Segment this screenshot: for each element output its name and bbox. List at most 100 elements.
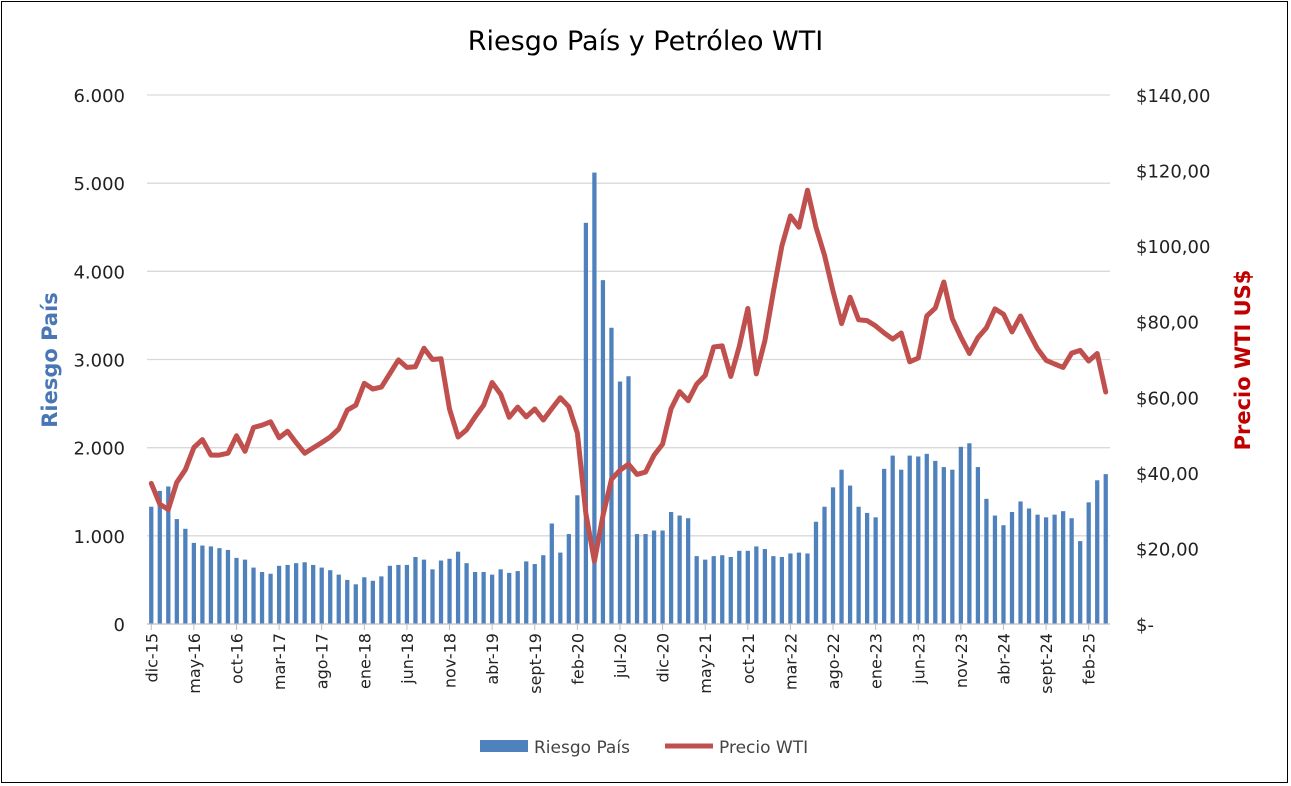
bar: [890, 455, 895, 624]
x-tick-label: mar-22: [781, 633, 800, 690]
x-tick-label: jun-18: [398, 633, 417, 685]
bar: [805, 553, 810, 624]
bar: [558, 552, 563, 624]
x-tick-label: sept-19: [526, 633, 545, 694]
y-tick-label-right: $80,00: [1136, 313, 1199, 334]
y-tick-label-left: 1.000: [73, 527, 125, 548]
bar: [694, 556, 699, 624]
bar: [822, 506, 827, 624]
bar: [745, 550, 750, 624]
y-axis-title-left: Riesgo País: [38, 292, 62, 428]
bar: [345, 579, 350, 624]
x-tick-label: may-21: [696, 633, 715, 694]
bar: [464, 563, 469, 624]
y-tick-label-left: 5.000: [73, 174, 125, 195]
x-tick-label: may-16: [185, 633, 204, 694]
bar: [856, 506, 861, 624]
bar: [975, 467, 981, 624]
bar: [183, 528, 188, 624]
bar: [583, 222, 589, 624]
y-tick-label-right: $60,00: [1136, 388, 1199, 409]
bar: [720, 555, 725, 624]
bar: [1001, 525, 1006, 624]
y-tick-label-left: 6.000: [73, 86, 125, 107]
bar: [302, 562, 307, 624]
bar: [328, 570, 333, 624]
bar: [788, 553, 793, 624]
bar: [933, 460, 938, 624]
bar: [1043, 517, 1049, 624]
bar: [950, 469, 955, 624]
y-tick-label-right: $120,00: [1136, 162, 1210, 183]
bar: [515, 571, 520, 624]
bar: [336, 574, 341, 624]
bar: [600, 280, 606, 624]
bar: [958, 446, 963, 624]
bar: [166, 486, 171, 624]
bar: [839, 469, 844, 624]
legend-label-riesgo-pais: Riesgo País: [534, 738, 630, 758]
bar: [592, 172, 597, 624]
bar: [668, 512, 674, 624]
bar: [208, 546, 214, 624]
x-tick-label: nov-18: [441, 633, 460, 688]
bar: [149, 506, 154, 624]
y-axis-title-right: Precio WTI US$: [1231, 270, 1255, 451]
bar: [217, 548, 222, 624]
y-tick-label-left: 4.000: [73, 262, 125, 283]
bar: [294, 563, 299, 624]
legend-swatch-riesgo-pais: [480, 740, 528, 752]
x-tick-label: dic-20: [654, 633, 673, 683]
bar: [796, 552, 802, 624]
legend-label-precio-wti: Precio WTI: [719, 738, 808, 758]
bar: [762, 549, 767, 624]
bar: [737, 550, 742, 624]
x-tick-label: sept-24: [1037, 633, 1056, 694]
bar: [882, 468, 887, 624]
bar: [1086, 502, 1091, 624]
y-tick-label-left: 0: [114, 615, 125, 636]
bar-series-riesgo-pais: [149, 172, 1108, 624]
bar: [924, 453, 929, 624]
bar: [847, 485, 853, 624]
bar: [387, 565, 393, 624]
bar: [490, 574, 495, 624]
legend: Riesgo País Precio WTI: [480, 738, 808, 758]
x-tick-label: mar-17: [270, 633, 289, 690]
bar: [251, 567, 256, 624]
bar: [362, 577, 367, 624]
bar: [421, 559, 427, 624]
bar: [191, 542, 197, 624]
bar: [779, 556, 785, 624]
y-tick-label-left: 2.000: [73, 439, 125, 460]
bar: [754, 546, 759, 624]
bar: [771, 556, 776, 624]
wti-price-line: [148, 187, 1109, 564]
bar: [992, 515, 998, 624]
bar: [703, 559, 708, 624]
bar: [200, 545, 205, 624]
x-tick-label: ene-18: [355, 633, 374, 689]
bar: [268, 573, 273, 624]
bar: [1060, 511, 1066, 624]
bar: [481, 571, 486, 624]
x-tick-label: nov-23: [952, 633, 971, 688]
x-tick-label: dic-15: [142, 633, 161, 683]
bar: [370, 580, 375, 624]
bar: [524, 561, 529, 624]
x-tick-label: ago-22: [824, 633, 843, 689]
bar: [916, 456, 921, 624]
bar: [967, 443, 972, 624]
bar: [549, 523, 554, 624]
bar: [899, 469, 904, 624]
chart-title: Riesgo País y Petróleo WTI: [467, 26, 824, 57]
bar: [379, 576, 384, 624]
bar: [677, 515, 682, 624]
bar: [907, 455, 912, 624]
bar: [984, 498, 989, 624]
bar: [634, 534, 640, 624]
bar: [1026, 508, 1032, 624]
bar: [873, 517, 878, 624]
bar: [276, 565, 282, 624]
x-tick-label: oct-21: [739, 633, 758, 684]
